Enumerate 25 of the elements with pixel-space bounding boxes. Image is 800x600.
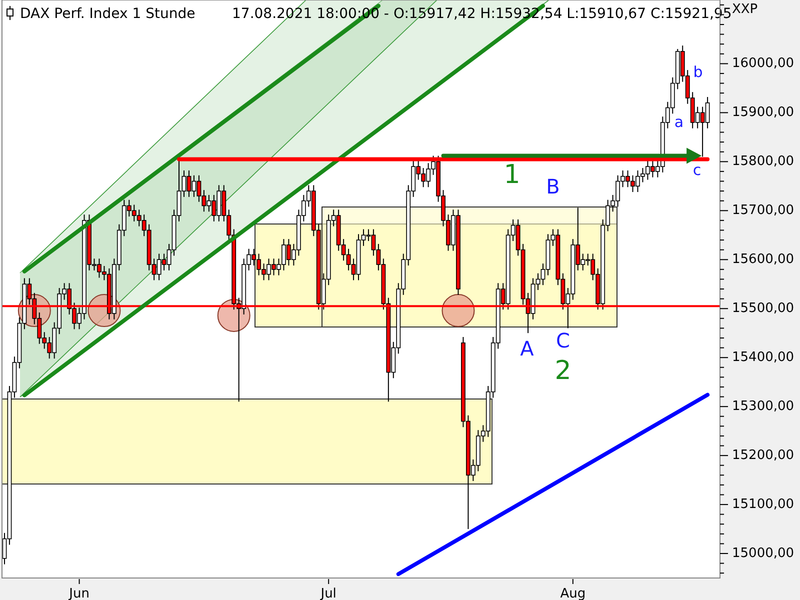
y-tick-label: 15500,00 <box>732 301 794 316</box>
y-tick-label: 15900,00 <box>732 105 794 120</box>
annotation: c <box>692 161 702 180</box>
y-tick-label: 15100,00 <box>732 497 794 512</box>
y-tick-label: 15800,00 <box>732 154 794 170</box>
annotation: b <box>693 63 703 82</box>
y-tick-label: 15600,00 <box>732 252 794 268</box>
annotation: 2 <box>554 356 572 386</box>
chart-title: DAX Perf. Index 1 Stunde <box>20 6 196 22</box>
y-tick-label: 15300,00 <box>732 399 794 414</box>
y-axis-title: XXP <box>732 2 758 17</box>
point <box>442 294 475 328</box>
y-tick-label: 15000,00 <box>732 546 794 562</box>
x-tick-label: Jun <box>68 586 90 600</box>
annotation: A <box>520 336 534 360</box>
y-tick-label: 15200,00 <box>732 448 794 464</box>
x-tick-label: Jul <box>320 586 336 600</box>
annotation: C <box>556 328 570 352</box>
annotation: a <box>674 113 684 132</box>
y-tick-label: 15400,00 <box>732 350 794 366</box>
annotation: B <box>546 174 560 198</box>
y-tick-label: 15700,00 <box>732 203 794 218</box>
x-tick-label: Aug <box>560 586 586 600</box>
annotation: 1 <box>504 160 520 190</box>
y-tick-label: 16000,00 <box>732 56 794 72</box>
